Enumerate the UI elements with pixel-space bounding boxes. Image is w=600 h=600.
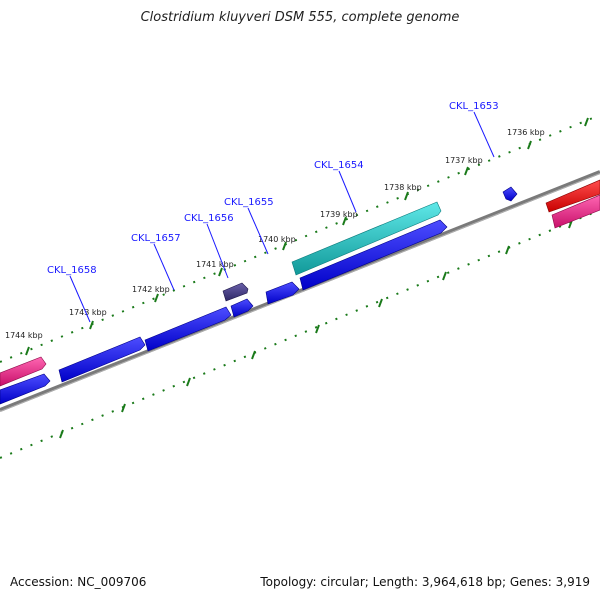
- cds-forward[interactable]: [299, 219, 448, 291]
- gene-label-ckl-1658: CKL_1658: [47, 265, 97, 276]
- cds-ckl-1654[interactable]: [291, 201, 442, 276]
- cds-forward[interactable]: [230, 298, 254, 318]
- gene-leaders: [69, 111, 495, 323]
- red-feature[interactable]: [545, 179, 600, 213]
- gene-label-ckl-1653: CKL_1653: [449, 101, 499, 112]
- tick-label: 1744 kbp: [5, 331, 43, 340]
- genome-backbone: [0, 170, 600, 412]
- cds-forward[interactable]: [265, 281, 300, 305]
- gene-label-ckl-1655: CKL_1655: [224, 197, 274, 208]
- tick-label: 1742 kbp: [132, 285, 170, 294]
- pink-feature[interactable]: [551, 194, 600, 229]
- cds-ckl-1656[interactable]: [222, 282, 249, 302]
- features: [0, 179, 600, 405]
- map-title: Clostridium kluyveri DSM 555, complete g…: [140, 10, 460, 25]
- inner-major-ticks: [59, 219, 573, 439]
- tick-labels: 1736 kbp 1737 kbp 1738 kbp 1739 kbp 1740…: [5, 128, 545, 340]
- tick-label: 1739 kbp: [320, 210, 358, 219]
- gene-label-ckl-1654: CKL_1654: [314, 160, 364, 171]
- tick-label: 1740 kbp: [258, 235, 296, 244]
- cds-forward[interactable]: [144, 306, 232, 352]
- cds-forward[interactable]: [502, 186, 518, 202]
- tick-label: 1738 kbp: [384, 183, 422, 192]
- tick-label: 1741 kbp: [196, 260, 234, 269]
- cds-forward[interactable]: [58, 336, 146, 383]
- tick-label: 1743 kbp: [69, 308, 107, 317]
- outer-tick-ring: [0, 114, 600, 363]
- inner-tick-ring: [0, 209, 600, 459]
- pink-feature[interactable]: [0, 356, 47, 387]
- gene-label-ckl-1657: CKL_1657: [131, 233, 181, 244]
- accession-text: Accession: NC_009706: [10, 575, 147, 589]
- tick-label: 1737 kbp: [445, 156, 483, 165]
- cds-forward[interactable]: [0, 373, 51, 405]
- topology-text: Topology: circular; Length: 3,964,618 bp…: [260, 575, 590, 589]
- tick-label: 1736 kbp: [507, 128, 545, 137]
- gene-label-ckl-1656: CKL_1656: [184, 213, 234, 224]
- gene-labels: CKL_1653 CKL_1654 CKL_1655 CKL_1656 CKL_…: [47, 101, 499, 276]
- major-ticks: [25, 117, 589, 356]
